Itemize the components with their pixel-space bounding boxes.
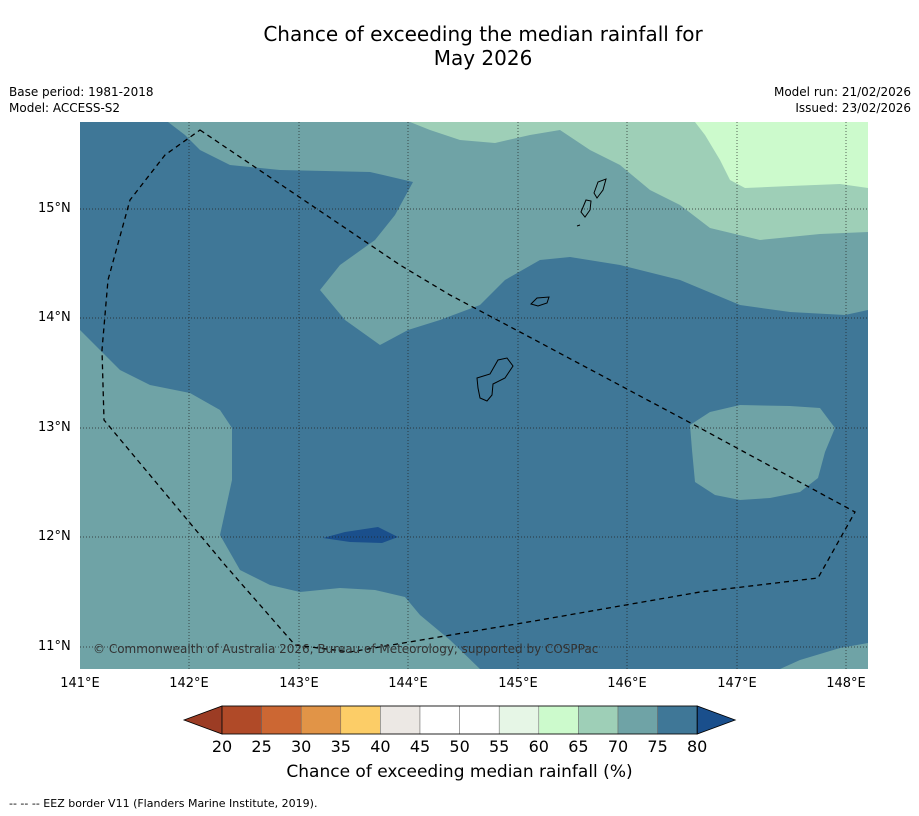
- colorbar-segment: [578, 705, 619, 735]
- colorbar-tick-label: 60: [528, 737, 549, 756]
- colorbar-tick-label: 55: [489, 737, 510, 756]
- region-70-75-east: [690, 405, 835, 500]
- colorbar-segment: [419, 705, 460, 735]
- copyright-notice: © Commonwealth of Australia 2026, Bureau…: [93, 642, 598, 656]
- colorbar-segment: [380, 705, 421, 735]
- lon-label-145e: 145°E: [498, 676, 538, 691]
- colorbar-tick-label: 75: [647, 737, 668, 756]
- region-70-75-southwest: [80, 330, 480, 669]
- colorbar-outline: [221, 705, 698, 735]
- colorbar-segment: [340, 705, 381, 735]
- map-panel: © Commonwealth of Australia 2026, Bureau…: [80, 122, 868, 669]
- model-run: Model run: 21/02/2026: [773, 85, 911, 99]
- colorbar-tick-label: 25: [251, 737, 272, 756]
- colorbar-segment: [221, 705, 262, 735]
- islands: [476, 178, 607, 402]
- lat-label-13n: 13°N: [38, 420, 71, 435]
- colorbar-over-extension: [696, 705, 737, 735]
- lat-label-12n: 12°N: [38, 529, 71, 544]
- eez-border: [101, 129, 856, 653]
- lat-label-11n: 11°N: [38, 639, 71, 654]
- island-guam: [476, 357, 514, 402]
- lon-label-147e: 147°E: [717, 676, 757, 691]
- colorbar-tick-label: 20: [211, 737, 233, 756]
- colorbar-segment: [657, 705, 698, 735]
- model-name: Model: ACCESS-S2: [9, 101, 121, 115]
- island-tinian: [580, 199, 592, 218]
- colorbar-tick-label: 40: [370, 737, 391, 756]
- colorbar-segment: [617, 705, 658, 735]
- island-rota: [530, 296, 550, 307]
- colorbar-tick-label: 80: [687, 737, 708, 756]
- island-saipan: [593, 178, 607, 199]
- title-line-1: Chance of exceeding the median rainfall …: [263, 22, 703, 46]
- region-above-80: [323, 527, 398, 543]
- colorbar-under-extension: [182, 705, 223, 735]
- lat-label-14n: 14°N: [38, 310, 71, 325]
- gridlines: [80, 122, 868, 669]
- lat-label-15n: 15°N: [38, 201, 71, 216]
- colorbar-segment: [261, 705, 302, 735]
- lon-label-146e: 146°E: [607, 676, 647, 691]
- colorbar-segment: [459, 705, 500, 735]
- base-period: Base period: 1981-2018: [9, 85, 154, 99]
- chart-title: Chance of exceeding the median rainfall …: [0, 22, 919, 70]
- run-info: Model run: 21/02/2026 Issued: 23/02/2026: [774, 84, 911, 116]
- lon-label-141e: 141°E: [60, 676, 100, 691]
- island-aguijan: [576, 224, 581, 227]
- colorbar-segment: [538, 705, 579, 735]
- colorbar-tick-label: 30: [291, 737, 312, 756]
- colorbar-tick-label: 45: [409, 737, 431, 756]
- colorbar-tick-label: 50: [449, 737, 470, 756]
- colorbar: [182, 705, 737, 735]
- colorbar-title: Chance of exceeding median rainfall (%): [286, 762, 633, 782]
- region-60-65: [695, 122, 868, 188]
- colorbar-tick-label: 65: [568, 737, 589, 756]
- issued-date: Issued: 23/02/2026: [795, 101, 911, 115]
- colorbar-segment: [498, 705, 540, 735]
- lon-label-144e: 144°E: [388, 676, 428, 691]
- colorbar-tick-label: 70: [607, 737, 629, 756]
- model-info: Base period: 1981-2018 Model: ACCESS-S2: [9, 84, 154, 116]
- colorbar-tick-label: 35: [330, 737, 351, 756]
- title-line-2: May 2026: [433, 46, 533, 70]
- lon-label-143e: 143°E: [279, 676, 319, 691]
- footnote-eez: -- -- -- EEZ border V11 (Flanders Marine…: [9, 797, 318, 810]
- colorbar-segment: [300, 705, 342, 735]
- lon-label-148e: 148°E: [826, 676, 866, 691]
- lon-label-142e: 142°E: [169, 676, 209, 691]
